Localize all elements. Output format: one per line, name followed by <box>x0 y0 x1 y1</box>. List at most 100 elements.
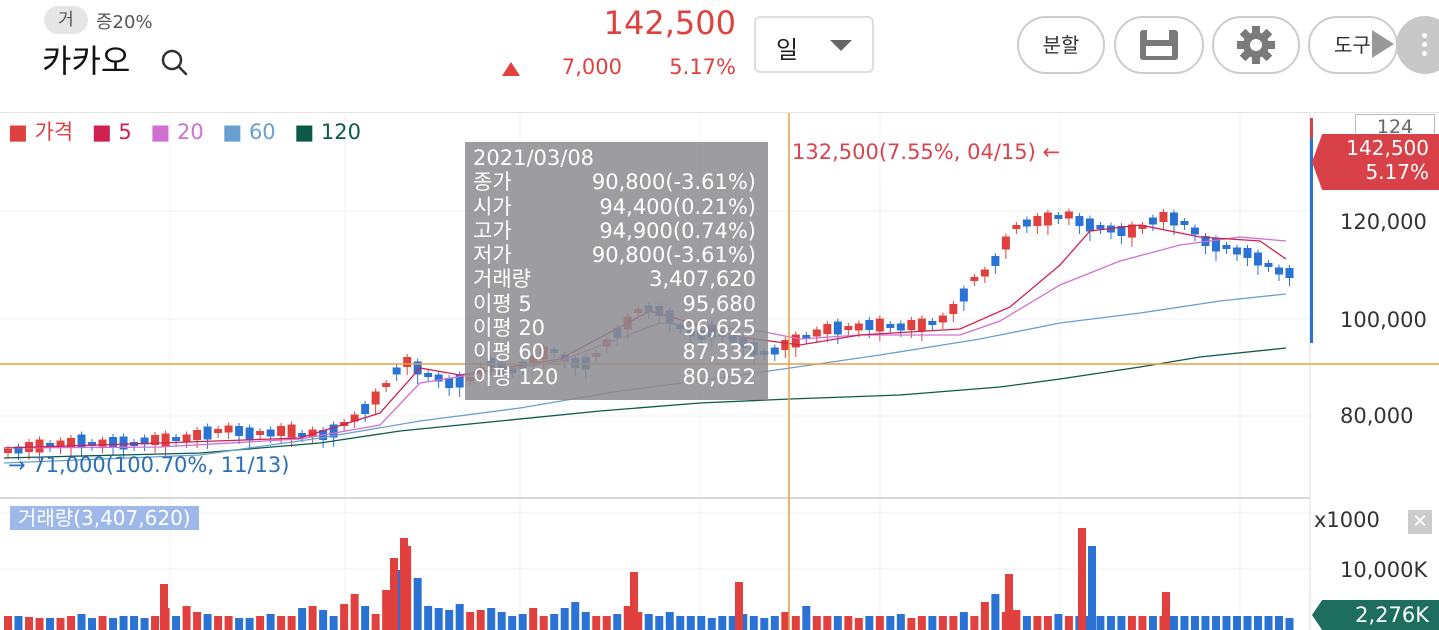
candle-body <box>833 321 842 335</box>
volume-bar <box>382 590 391 630</box>
volume-bar <box>1274 616 1283 630</box>
candle-body <box>886 324 895 328</box>
save-button[interactable] <box>1114 16 1204 74</box>
volume-bar <box>25 617 34 630</box>
tooltip-label: 이평 5 <box>473 291 532 316</box>
high-annotation: 132,500(7.55%, 04/15) ← <box>792 140 1061 164</box>
settings-button[interactable] <box>1212 16 1300 74</box>
period-dropdown[interactable]: 일 <box>754 16 874 73</box>
volume-bar <box>400 538 408 630</box>
candle-body <box>119 436 128 450</box>
candle-body <box>1169 212 1178 226</box>
volume-bar <box>676 616 685 630</box>
candle-body <box>1190 227 1199 235</box>
volume-bar <box>739 614 748 630</box>
candle-body <box>1222 245 1231 249</box>
volume-bar <box>151 616 160 630</box>
legend-price: ■ 가격 <box>8 120 74 144</box>
volume-bar <box>1253 616 1262 630</box>
close-icon[interactable]: ✕ <box>1408 510 1432 534</box>
candle-body <box>67 438 76 448</box>
volume-bar <box>413 578 422 630</box>
volume-bar <box>665 612 674 630</box>
volume-bar <box>529 608 538 630</box>
candle-body <box>88 442 97 446</box>
price-tag-value: 142,500 <box>1346 136 1429 160</box>
volume-bar <box>802 606 811 630</box>
volume-bar <box>1033 616 1042 630</box>
candle-body <box>308 429 317 437</box>
volume-bar <box>277 616 286 630</box>
tooltip-row: 시가 94,400(0.21%) <box>473 195 756 219</box>
volume-bar <box>235 618 244 630</box>
volume-bar <box>1232 616 1241 630</box>
candle-body <box>151 435 160 445</box>
candle-body <box>1138 225 1147 229</box>
axis-tick-label: 100,000 <box>1340 308 1427 332</box>
volume-bar <box>203 614 212 630</box>
volume-scale: x1000 <box>1314 508 1380 532</box>
candle-body <box>287 424 296 438</box>
volume-bar <box>98 616 107 630</box>
candle-body <box>896 323 905 331</box>
price-tag-percent: 5.17% <box>1365 160 1429 184</box>
candle-body <box>1033 216 1042 226</box>
volume-bar <box>172 616 181 630</box>
tooltip-label: 종가 <box>473 170 512 195</box>
candle-body <box>140 437 149 445</box>
volume-bar <box>1127 616 1136 630</box>
volume-bar <box>487 608 496 630</box>
search-icon[interactable] <box>160 48 188 76</box>
volume-bar <box>77 614 86 630</box>
volume-bar <box>812 616 821 630</box>
volume-bar <box>1201 616 1210 630</box>
volume-bar <box>287 616 296 630</box>
tooltip-row: 종가 90,800(-3.61%) <box>473 170 756 194</box>
volume-bar <box>256 616 265 630</box>
tooltip-row: 이평 20 96,625 <box>473 316 756 340</box>
candle-body <box>424 373 433 377</box>
candle-body <box>361 404 370 414</box>
candle-body <box>161 433 170 447</box>
volume-bar <box>854 618 863 630</box>
volume-bar <box>1088 546 1096 630</box>
split-button[interactable]: 분할 <box>1017 16 1105 74</box>
volume-bar <box>735 582 743 630</box>
current-volume-tag: 2,276K <box>1312 600 1439 630</box>
candle-body <box>1075 216 1084 226</box>
candle-body <box>224 425 233 433</box>
dot <box>1422 33 1427 38</box>
tooltip-value: 3,407,620 <box>649 267 756 292</box>
axis-tick-label: 80,000 <box>1340 404 1414 428</box>
tooltip-value: 95,680 <box>682 291 756 316</box>
volume-label: 거래량(3,407,620) <box>10 506 199 530</box>
ma20-line <box>3 236 1287 449</box>
tooltip-label: 이평 60 <box>473 340 546 365</box>
tooltip-label: 거래량 <box>473 267 531 292</box>
volume-bar <box>390 558 398 630</box>
dot <box>1422 51 1427 56</box>
play-icon[interactable] <box>1372 30 1394 58</box>
candle-body <box>382 383 391 387</box>
volume-bar <box>718 616 727 630</box>
candle-body <box>875 318 884 332</box>
current-price: 142,500 <box>603 4 736 42</box>
candle-body <box>823 324 832 334</box>
volume-bar <box>655 616 664 630</box>
axis-tick-label: 120,000 <box>1340 210 1427 234</box>
candle-body <box>245 427 254 441</box>
volume-bar <box>581 612 590 630</box>
candle-body <box>434 374 443 382</box>
price-change-percent: 5.17% <box>669 55 736 79</box>
tooltip-value: 94,900(0.74%) <box>599 218 756 243</box>
candle-body <box>1232 247 1241 255</box>
candle-body <box>1064 211 1073 219</box>
volume-bar <box>560 608 569 630</box>
more-options-button[interactable] <box>1396 16 1439 74</box>
candle-body <box>1054 215 1063 219</box>
volume-bar <box>760 618 769 630</box>
candle-body <box>1117 226 1126 236</box>
stock-name[interactable]: 카카오 <box>42 42 131 80</box>
volume-bar <box>634 612 643 630</box>
volume-bar <box>991 594 1000 630</box>
